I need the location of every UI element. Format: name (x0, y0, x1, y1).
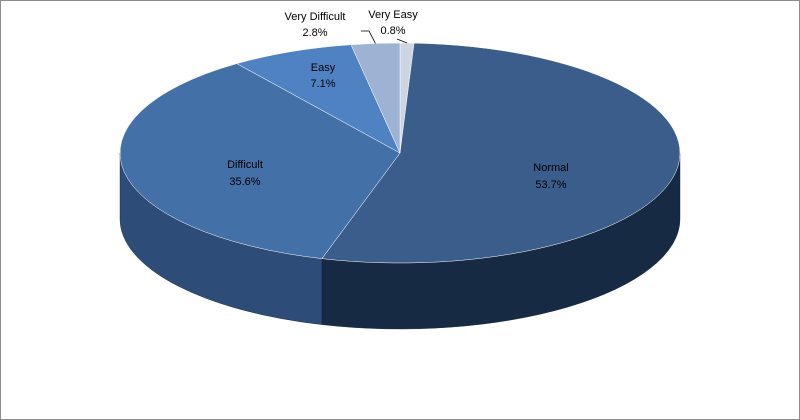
slice-normal (321, 42, 681, 264)
label-difficult: Difficult (227, 159, 263, 171)
label-normal: Normal (533, 162, 568, 174)
value-easy: 7.1% (310, 78, 335, 90)
label-very-easy: Very Easy (368, 9, 418, 21)
value-very-difficult: 2.8% (302, 27, 327, 39)
value-very-easy: 0.8% (380, 25, 405, 37)
data-labels: Very Easy 0.8% Normal 53.7% Difficult 35… (227, 9, 569, 191)
leader-lines (361, 30, 408, 44)
label-easy: Easy (311, 62, 336, 74)
value-normal: 53.7% (535, 179, 566, 191)
slice-difficult (119, 63, 401, 259)
slice-very-difficult (350, 42, 401, 154)
value-difficult: 35.6% (229, 176, 260, 188)
slice-easy (236, 44, 401, 154)
leader-very-difficult (361, 30, 376, 44)
leader-very-easy (396, 38, 408, 44)
pie-slices (119, 42, 681, 264)
label-very-difficult: Very Difficult (285, 11, 346, 23)
